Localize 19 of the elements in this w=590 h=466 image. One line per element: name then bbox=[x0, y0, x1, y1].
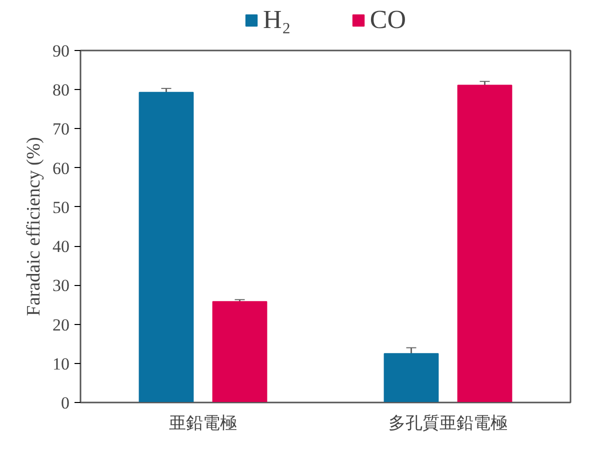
y-tick-label: 50 bbox=[52, 198, 70, 217]
y-tick-label: 40 bbox=[52, 237, 70, 256]
bar bbox=[457, 84, 512, 402]
bar bbox=[384, 353, 439, 402]
bar bbox=[212, 301, 268, 402]
y-tick-label: 30 bbox=[52, 276, 70, 296]
x-tick-label: 亜鉛電極 bbox=[169, 414, 237, 432]
y-tick-label: 0 bbox=[61, 394, 70, 412]
legend-label: H₂ bbox=[263, 5, 291, 35]
x-tick-label: 多孔質亜鉛電極 bbox=[388, 414, 508, 432]
y-tick-label: 80 bbox=[52, 80, 70, 100]
bar bbox=[138, 92, 194, 402]
y-axis-title: Faradaic efficiency (%) bbox=[24, 136, 44, 316]
y-tick-label: 20 bbox=[52, 315, 70, 334]
y-tick-label: 90 bbox=[52, 42, 70, 60]
y-tick-label: 10 bbox=[52, 354, 70, 374]
legend-label: CO bbox=[370, 5, 406, 35]
y-tick-label: 60 bbox=[52, 158, 70, 178]
y-tick-label: 70 bbox=[52, 120, 70, 139]
